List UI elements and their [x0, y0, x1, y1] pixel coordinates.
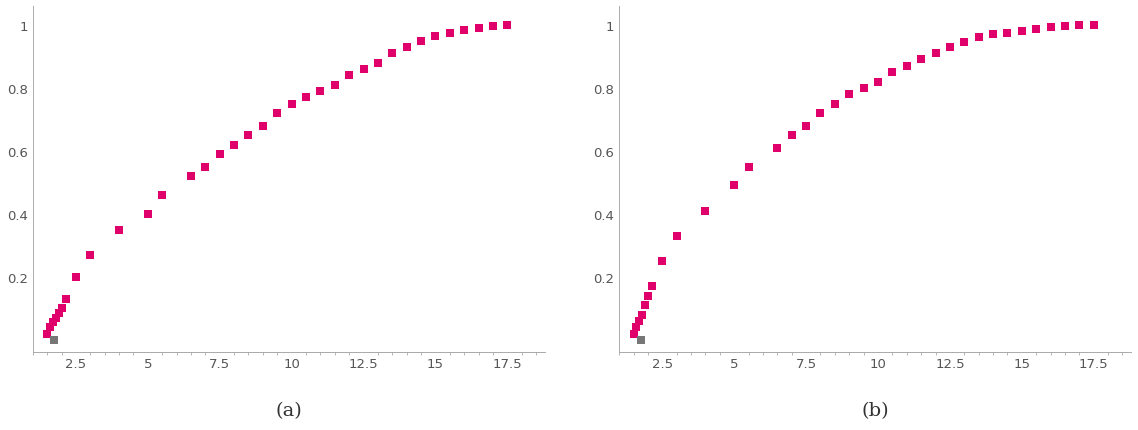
Text: (a): (a)	[275, 401, 302, 419]
Text: (b): (b)	[861, 401, 889, 419]
